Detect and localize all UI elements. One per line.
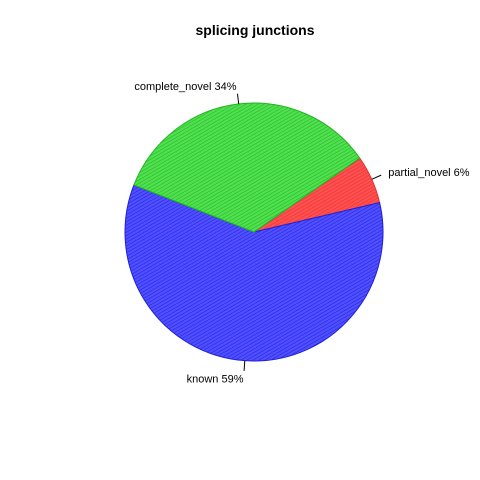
leader-line-partial-novel <box>371 174 382 180</box>
slice-label-known: known 59% <box>187 374 244 386</box>
leader-line-complete-novel <box>236 93 240 104</box>
pie-labels: partial_novel 6% known 59% complete_novel … <box>134 81 469 386</box>
pie-slices <box>124 102 384 362</box>
slice-label-partial-novel: partial_novel 6% <box>388 167 470 179</box>
pie-slice-known <box>124 184 384 362</box>
leader-line-known <box>243 360 246 372</box>
chart-title: splicing junctions <box>195 22 314 38</box>
slice-label-complete-novel: complete_novel 34% <box>134 81 236 93</box>
pie-slice-complete-novel <box>133 102 361 233</box>
